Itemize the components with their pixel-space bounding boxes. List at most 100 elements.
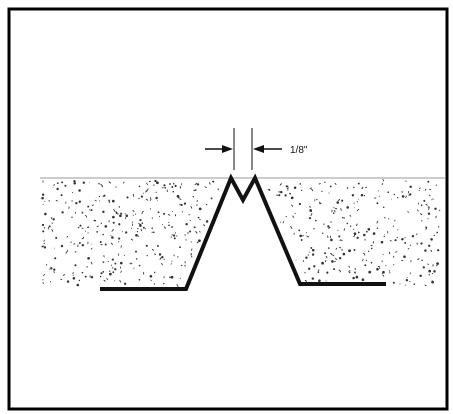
aggregate-speck (316, 198, 318, 201)
aggregate-speck (41, 223, 45, 227)
aggregate-speck (125, 214, 129, 218)
aggregate-speck (138, 185, 141, 188)
aggregate-speck (111, 236, 114, 239)
aggregate-speck (340, 208, 343, 211)
aggregate-speck (349, 214, 352, 217)
aggregate-speck (117, 213, 119, 215)
aggregate-speck (138, 197, 140, 200)
aggregate-speck (181, 211, 184, 213)
aggregate-speck (346, 206, 349, 209)
aggregate-speck (299, 234, 303, 238)
aggregate-speck (300, 239, 303, 241)
aggregate-speck (190, 253, 193, 255)
aggregate-speck (356, 201, 359, 203)
aggregate-speck (353, 202, 355, 204)
dimension-arrow-left (205, 145, 233, 153)
aggregate-speck (53, 271, 55, 274)
aggregate-speck (427, 263, 429, 266)
aggregate-speck (141, 211, 145, 214)
aggregate-speck (399, 283, 401, 285)
aggregate-speck (169, 183, 171, 185)
aggregate-speck (424, 188, 427, 191)
aggregate-speck (102, 210, 105, 214)
aggregate-speck (404, 241, 407, 244)
aggregate-speck (172, 183, 175, 185)
aggregate-speck (41, 193, 45, 196)
aggregate-speck (416, 209, 419, 212)
aggregate-speck (176, 194, 180, 198)
aggregate-speck (285, 215, 287, 218)
aggregate-speck (370, 261, 373, 264)
aggregate-speck (170, 263, 173, 265)
aggregate-speck (428, 269, 432, 273)
aggregate-speck (346, 222, 349, 225)
aggregate-speck (388, 270, 391, 272)
aggregate-speck (149, 274, 153, 278)
aggregate-speck (343, 228, 345, 231)
aggregate-speck (196, 200, 199, 202)
aggregate-speck (43, 242, 46, 245)
aggregate-speck (198, 239, 201, 243)
aggregate-speck (361, 186, 364, 189)
aggregate-speck (94, 219, 97, 222)
aggregate-speck (298, 202, 301, 206)
aggregate-speck (114, 262, 117, 265)
aggregate-speck (354, 272, 356, 274)
aggregate-speck (91, 204, 95, 206)
aggregate-speck (404, 195, 407, 198)
aggregate-speck (45, 263, 48, 266)
aggregate-speck (385, 265, 387, 267)
aggregate-speck (179, 246, 181, 249)
aggregate-speck (183, 202, 187, 205)
aggregate-speck (124, 213, 127, 215)
aggregate-speck (85, 230, 87, 232)
aggregate-speck (415, 233, 418, 235)
aggregate-speck (290, 196, 294, 200)
aggregate-speck (119, 266, 122, 269)
aggregate-speck (156, 245, 159, 247)
aggregate-speck (173, 254, 175, 257)
aggregate-speck (299, 183, 302, 185)
aggregate-speck (98, 200, 101, 202)
aggregate-speck (380, 240, 384, 244)
aggregate-speck (138, 279, 141, 281)
aggregate-speck (395, 251, 398, 253)
aggregate-speck (126, 196, 129, 199)
aggregate-speck (190, 255, 193, 258)
aggregate-speck (110, 235, 112, 237)
aggregate-speck (353, 249, 356, 251)
aggregate-speck (205, 203, 208, 206)
aggregate-speck (405, 284, 407, 286)
aggregate-speck (90, 209, 93, 212)
aggregate-speck (194, 231, 198, 234)
aggregate-speck (87, 256, 90, 260)
aggregate-speck (48, 200, 50, 202)
aggregate-speck (163, 258, 165, 260)
aggregate-speck (61, 211, 64, 214)
aggregate-speck (64, 184, 67, 187)
aggregate-speck (280, 190, 283, 194)
aggregate-speck (53, 184, 55, 186)
aggregate-speck (341, 199, 344, 202)
aggregate-speck (155, 196, 158, 200)
aggregate-speck (330, 221, 332, 223)
aggregate-speck (353, 232, 357, 235)
aggregate-speck (202, 224, 206, 227)
aggregate-speck (82, 181, 85, 184)
aggregate-speck (78, 279, 81, 282)
aggregate-speck (136, 230, 139, 233)
dimension-arrow-right (253, 145, 282, 153)
aggregate-speck (348, 270, 351, 274)
aggregate-speck (73, 179, 76, 183)
aggregate-speck (278, 194, 281, 197)
aggregate-speck (362, 252, 366, 256)
aggregate-speck (170, 275, 174, 279)
aggregate-speck (397, 197, 399, 199)
aggregate-speck (377, 190, 379, 192)
aggregate-speck (388, 251, 391, 255)
aggregate-speck (81, 243, 85, 247)
aggregate-speck (361, 278, 365, 282)
aggregate-speck (430, 249, 433, 253)
aggregate-speck (108, 201, 111, 203)
aggregate-speck (74, 264, 77, 267)
